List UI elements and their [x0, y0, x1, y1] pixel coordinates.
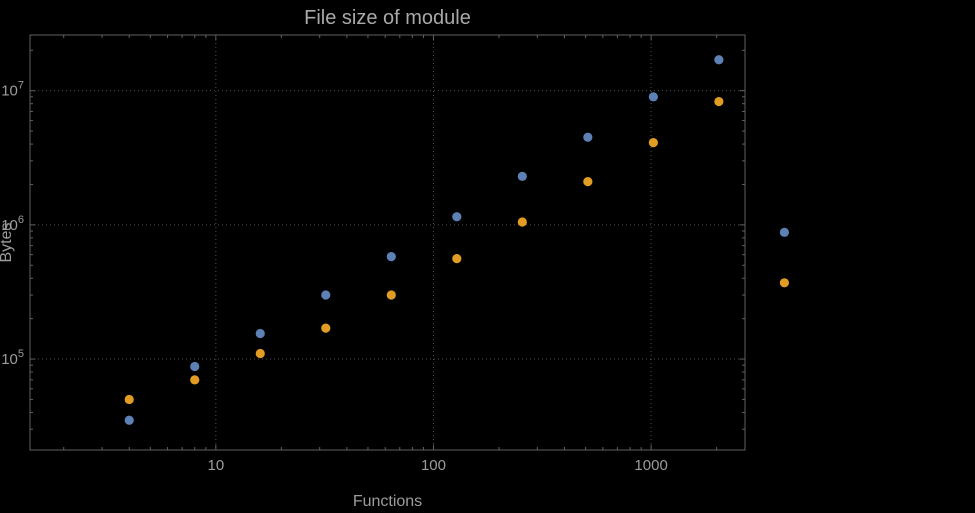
chart-title: File size of module	[304, 7, 471, 29]
x-tick-label: 10	[207, 457, 224, 474]
data-point-series-blue	[386, 252, 396, 262]
data-point-series-blue	[190, 361, 200, 372]
data-point-series-orange	[124, 394, 134, 405]
data-point-series-orange	[779, 278, 789, 288]
x-tick-label: 1000	[634, 457, 667, 474]
data-point-series-blue	[452, 212, 462, 222]
data-point-series-blue	[648, 92, 658, 102]
x-tick-label: 100	[421, 457, 446, 474]
data-point-series-orange	[714, 96, 724, 107]
data-point-series-blue	[779, 227, 789, 237]
y-tick-label: 106	[1, 214, 24, 234]
data-point-series-blue	[321, 290, 331, 300]
data-point-series-orange	[452, 254, 462, 264]
data-point-series-orange	[190, 375, 200, 385]
data-points	[124, 55, 789, 425]
gridlines	[30, 35, 745, 450]
axis-ticks	[30, 35, 745, 450]
data-point-series-orange	[583, 177, 593, 187]
data-point-series-orange	[517, 217, 527, 227]
data-point-series-blue	[714, 55, 724, 65]
frame-rect	[29, 34, 746, 451]
x-axis-label: Functions	[353, 493, 422, 510]
data-point-series-blue	[517, 171, 527, 181]
y-axis-label: Bytes	[0, 222, 15, 262]
data-point-series-blue	[583, 132, 593, 142]
data-point-series-blue	[255, 328, 265, 339]
data-point-series-orange	[648, 138, 658, 148]
y-tick-label: 107	[1, 80, 24, 100]
data-point-series-blue	[124, 415, 134, 425]
axis-tick-labels: 10 100 1000 105 106 107	[1, 80, 668, 474]
data-point-series-orange	[255, 348, 265, 359]
plot-frame	[29, 34, 746, 451]
data-point-series-orange	[386, 290, 396, 300]
y-tick-label: 105	[1, 348, 24, 368]
data-point-series-orange	[321, 323, 331, 333]
